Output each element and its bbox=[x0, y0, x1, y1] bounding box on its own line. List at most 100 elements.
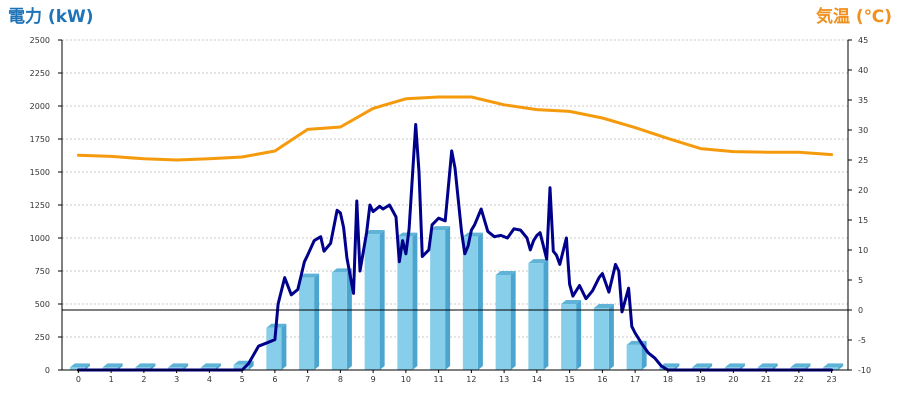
bar-side bbox=[314, 273, 320, 370]
bar-side bbox=[412, 232, 418, 370]
right-tick-label-45: 45 bbox=[858, 36, 868, 45]
bar-top bbox=[593, 303, 614, 308]
bar-top bbox=[331, 268, 352, 273]
tick-labels: 02505007501000125015001750200022502500-1… bbox=[30, 36, 871, 384]
x-tick-label-0: 0 bbox=[76, 375, 81, 384]
x-tick-label-16: 16 bbox=[597, 375, 607, 384]
bar-12 bbox=[462, 232, 483, 370]
bar-top bbox=[299, 273, 320, 278]
bar-11 bbox=[430, 226, 451, 370]
right-tick-label--10: -10 bbox=[858, 366, 871, 375]
x-tick-label-11: 11 bbox=[434, 375, 444, 384]
bar-top bbox=[102, 363, 123, 368]
bar-side bbox=[445, 226, 451, 370]
right-tick-label-40: 40 bbox=[858, 66, 868, 75]
bar-front bbox=[593, 307, 609, 370]
x-tick-label-4: 4 bbox=[207, 375, 212, 384]
bar-top bbox=[757, 363, 778, 368]
bar-side bbox=[838, 363, 844, 370]
bar-top bbox=[69, 363, 90, 368]
bar-front bbox=[233, 364, 249, 370]
x-tick-label-1: 1 bbox=[109, 375, 114, 384]
right-axis-title: 気温 (℃) bbox=[815, 6, 892, 27]
bar-13 bbox=[495, 270, 516, 370]
bar-side bbox=[281, 323, 287, 370]
bar-top bbox=[495, 270, 516, 275]
bar-side bbox=[477, 232, 483, 370]
right-tick-label-25: 25 bbox=[858, 156, 868, 165]
bar-7 bbox=[299, 273, 320, 370]
bar-14 bbox=[528, 259, 549, 370]
left-tick-label-2250: 2250 bbox=[30, 69, 50, 78]
bar-top bbox=[430, 226, 451, 231]
right-tick-label-15: 15 bbox=[858, 216, 868, 225]
bar-front bbox=[331, 272, 347, 370]
bar-top bbox=[462, 232, 483, 237]
x-tick-label-2: 2 bbox=[141, 375, 146, 384]
x-tick-label-23: 23 bbox=[827, 375, 837, 384]
bar-16 bbox=[593, 303, 614, 370]
bar-top bbox=[200, 363, 221, 368]
bar-side bbox=[543, 259, 549, 370]
left-tick-label-1250: 1250 bbox=[30, 201, 50, 210]
right-tick-label--5: -5 bbox=[858, 336, 866, 345]
power-line bbox=[76, 123, 834, 372]
grid-lines bbox=[62, 39, 848, 338]
right-tick-label-10: 10 bbox=[858, 246, 868, 255]
bar-side bbox=[215, 363, 221, 370]
left-axis-title: 電力 (kW) bbox=[8, 6, 94, 27]
bar-front bbox=[397, 236, 413, 370]
bar-top bbox=[790, 363, 811, 368]
bar-0 bbox=[69, 363, 90, 370]
left-tick-label-500: 500 bbox=[35, 300, 50, 309]
bar-side bbox=[150, 363, 156, 370]
bar-side bbox=[772, 363, 778, 370]
bar-top bbox=[823, 363, 844, 368]
left-tick-label-1500: 1500 bbox=[30, 168, 50, 177]
x-tick-label-20: 20 bbox=[728, 375, 738, 384]
right-tick-label-35: 35 bbox=[858, 96, 868, 105]
bar-side bbox=[576, 300, 582, 370]
x-tick-label-7: 7 bbox=[305, 375, 310, 384]
bar-top bbox=[135, 363, 156, 368]
left-tick-label-1750: 1750 bbox=[30, 135, 50, 144]
bar-side bbox=[379, 230, 385, 370]
bar-side bbox=[805, 363, 811, 370]
bar-front bbox=[430, 230, 446, 370]
bar-side bbox=[346, 268, 352, 370]
x-tick-label-3: 3 bbox=[174, 375, 179, 384]
bar-side bbox=[183, 363, 189, 370]
temperature-line bbox=[76, 95, 834, 162]
bar-side bbox=[510, 270, 516, 370]
bar-front bbox=[561, 304, 577, 370]
x-tick-label-10: 10 bbox=[401, 375, 411, 384]
x-tick-label-18: 18 bbox=[663, 375, 673, 384]
right-tick-label-5: 5 bbox=[858, 276, 863, 285]
bar-top bbox=[364, 230, 385, 235]
bar-side bbox=[608, 303, 614, 370]
x-tick-label-19: 19 bbox=[696, 375, 706, 384]
x-tick-label-8: 8 bbox=[338, 375, 343, 384]
right-tick-label-30: 30 bbox=[858, 126, 868, 135]
power-bars bbox=[69, 226, 844, 370]
bar-9 bbox=[364, 230, 385, 370]
bar-side bbox=[248, 360, 254, 370]
bar-front bbox=[266, 327, 282, 370]
bar-top bbox=[168, 363, 189, 368]
left-tick-label-2500: 2500 bbox=[30, 36, 50, 45]
x-tick-label-21: 21 bbox=[761, 375, 771, 384]
bar-side bbox=[739, 363, 745, 370]
left-tick-label-1000: 1000 bbox=[30, 234, 50, 243]
axes bbox=[58, 39, 852, 373]
bar-8 bbox=[331, 268, 352, 370]
bar-top bbox=[561, 300, 582, 304]
x-tick-label-15: 15 bbox=[565, 375, 575, 384]
bar-side bbox=[84, 363, 90, 370]
x-tick-label-22: 22 bbox=[794, 375, 804, 384]
series-lines bbox=[76, 95, 834, 372]
left-tick-label-0: 0 bbox=[45, 366, 50, 375]
left-tick-label-2000: 2000 bbox=[30, 102, 50, 111]
bar-front bbox=[528, 263, 544, 370]
bar-side bbox=[117, 363, 123, 370]
